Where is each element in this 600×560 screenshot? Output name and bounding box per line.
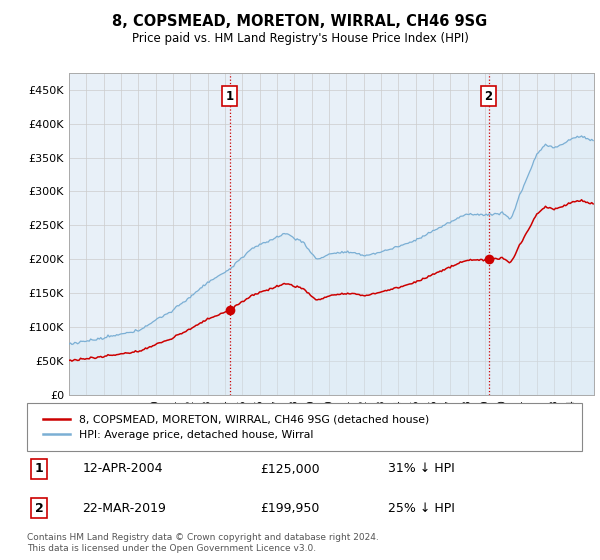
Text: 8, COPSMEAD, MORETON, WIRRAL, CH46 9SG: 8, COPSMEAD, MORETON, WIRRAL, CH46 9SG <box>112 14 488 29</box>
Text: £199,950: £199,950 <box>260 502 319 515</box>
Text: 1: 1 <box>226 90 234 102</box>
Text: 12-APR-2004: 12-APR-2004 <box>83 463 163 475</box>
Text: £125,000: £125,000 <box>260 463 320 475</box>
Text: 1: 1 <box>35 463 44 475</box>
Text: 25% ↓ HPI: 25% ↓ HPI <box>388 502 455 515</box>
FancyBboxPatch shape <box>27 403 582 451</box>
Text: 2: 2 <box>485 90 493 102</box>
Text: 2: 2 <box>35 502 44 515</box>
Text: 22-MAR-2019: 22-MAR-2019 <box>83 502 166 515</box>
Text: Price paid vs. HM Land Registry's House Price Index (HPI): Price paid vs. HM Land Registry's House … <box>131 32 469 45</box>
Text: Contains HM Land Registry data © Crown copyright and database right 2024.
This d: Contains HM Land Registry data © Crown c… <box>27 533 379 553</box>
Legend: 8, COPSMEAD, MORETON, WIRRAL, CH46 9SG (detached house), HPI: Average price, det: 8, COPSMEAD, MORETON, WIRRAL, CH46 9SG (… <box>38 409 435 445</box>
Text: 31% ↓ HPI: 31% ↓ HPI <box>388 463 455 475</box>
